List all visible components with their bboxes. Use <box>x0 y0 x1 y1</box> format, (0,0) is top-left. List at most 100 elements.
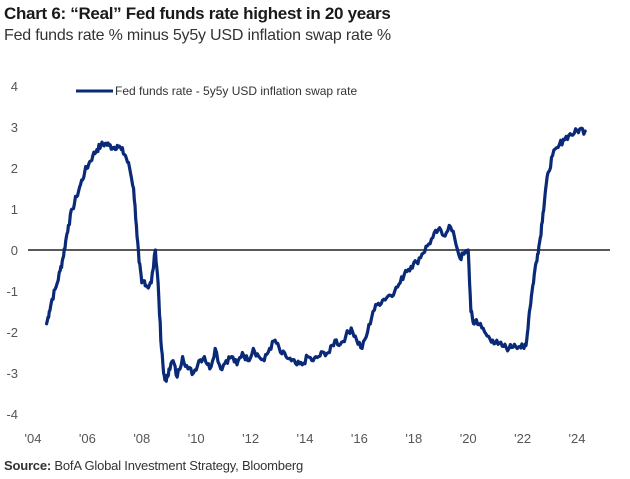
data-point <box>64 240 68 244</box>
legend: Fed funds rate - 5y5y USD inflation swap… <box>76 84 357 98</box>
y-tick-label: 3 <box>11 120 18 135</box>
data-point <box>279 351 282 354</box>
data-point <box>124 154 127 158</box>
data-point <box>134 224 138 227</box>
data-point <box>202 355 206 358</box>
data-point <box>75 195 78 199</box>
data-point <box>50 297 54 301</box>
data-point <box>295 363 299 367</box>
data-point <box>87 162 91 166</box>
data-point <box>311 359 315 363</box>
x-tick-label: '12 <box>242 431 259 446</box>
x-tick-label: '20 <box>460 431 477 446</box>
data-point <box>393 289 397 293</box>
data-point <box>528 310 531 313</box>
x-tick-label: '08 <box>133 431 150 446</box>
data-point <box>480 326 484 330</box>
data-point <box>284 355 288 358</box>
data-point <box>230 355 233 358</box>
x-axis-ticks: '04 '06 '08 '10 '12 '14 '16 '18 '20 '22 '24 <box>25 431 586 446</box>
data-point <box>371 310 375 313</box>
data-point <box>420 252 424 256</box>
data-point <box>533 269 537 272</box>
data-point <box>518 344 522 348</box>
data-point <box>241 351 244 354</box>
data-point <box>328 351 331 354</box>
data-point <box>111 146 115 149</box>
data-point <box>120 148 123 151</box>
data-point <box>181 355 185 358</box>
x-tick-label: '18 <box>405 431 422 446</box>
data-point <box>140 281 144 285</box>
data-point <box>175 375 179 379</box>
data-point <box>132 187 136 190</box>
y-axis-ticks: 4 3 2 1 0 -1 -2 -3 -4 <box>6 79 18 422</box>
data-point <box>54 285 58 289</box>
line-chart: 4 3 2 1 0 -1 -2 -3 -4 '04 '06 '08 '10 '12 '14 '16 '18 '2… <box>6 79 610 446</box>
data-point <box>300 363 304 367</box>
data-point <box>167 367 171 371</box>
data-point <box>235 363 239 367</box>
data-point <box>159 338 163 342</box>
chart-subtitle: Fed funds rate % minus 5y5y USD inflatio… <box>4 27 391 44</box>
data-point <box>469 310 473 313</box>
data-point <box>472 322 476 326</box>
data-point <box>409 265 413 268</box>
data-point <box>103 142 107 145</box>
data-point <box>462 252 466 256</box>
data-point <box>556 146 560 149</box>
data-point <box>377 301 380 305</box>
data-point <box>91 154 95 158</box>
data-point <box>360 347 364 350</box>
x-tick-label: '16 <box>351 431 368 446</box>
data-point <box>162 371 165 375</box>
data-point <box>128 166 131 170</box>
data-point <box>349 326 353 330</box>
data-point <box>145 285 149 289</box>
data-point <box>143 279 146 283</box>
data-point <box>192 371 195 375</box>
data-point <box>171 359 175 363</box>
data-point <box>290 359 293 363</box>
data-point <box>115 144 119 147</box>
data-point <box>208 367 212 371</box>
data-point <box>322 351 326 354</box>
data-point <box>404 269 408 272</box>
source-label: Source: <box>4 458 52 473</box>
data-point <box>398 281 402 285</box>
data-point <box>567 133 571 137</box>
data-point <box>58 269 62 272</box>
data-point <box>197 359 201 363</box>
data-point <box>496 342 500 346</box>
data-point <box>99 144 103 147</box>
data-point <box>538 236 542 240</box>
data-point <box>257 355 261 358</box>
data-point <box>578 127 582 131</box>
data-point <box>474 318 478 322</box>
data-point <box>466 248 470 252</box>
series-points <box>45 127 587 383</box>
data-point <box>583 129 587 133</box>
data-point <box>156 281 160 285</box>
data-point <box>453 236 456 240</box>
data-point <box>262 359 266 363</box>
data-point <box>224 359 228 363</box>
data-point <box>333 338 337 342</box>
data-point <box>382 297 386 301</box>
data-point <box>246 359 250 363</box>
y-tick-label: -3 <box>6 366 18 381</box>
data-point <box>541 211 545 215</box>
data-point <box>344 334 348 338</box>
x-tick-label: '14 <box>297 431 314 446</box>
y-tick-label: -1 <box>6 284 18 299</box>
data-point <box>137 260 141 264</box>
data-point <box>186 367 190 371</box>
x-tick-label: '10 <box>188 431 205 446</box>
data-point <box>154 248 157 252</box>
data-point <box>251 347 255 350</box>
data-point <box>45 322 48 326</box>
y-tick-label: -2 <box>6 325 18 340</box>
series-line-real-fed-funds <box>45 126 587 383</box>
data-point <box>485 334 489 338</box>
data-point <box>551 154 554 158</box>
